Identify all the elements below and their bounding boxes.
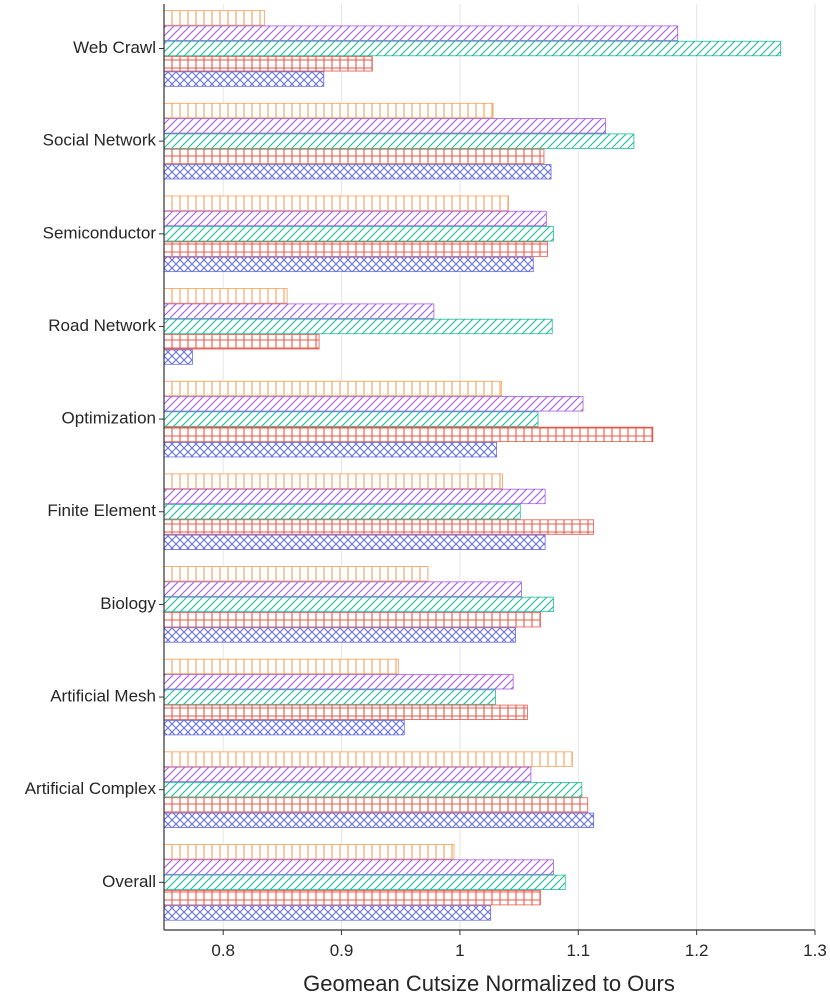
tick-labels: 0.8 0.9 1 1.1 1.2 1.3 bbox=[211, 941, 826, 960]
axes bbox=[159, 4, 816, 935]
x-tick-label: 1.2 bbox=[685, 941, 709, 960]
bar bbox=[163, 442, 498, 458]
bar bbox=[163, 318, 553, 335]
bar bbox=[163, 426, 654, 443]
category-label: Web Crawl bbox=[73, 38, 156, 57]
category-label: Road Network bbox=[48, 316, 156, 335]
category-label: Artificial Mesh bbox=[50, 687, 156, 706]
bar bbox=[163, 874, 566, 890]
bar bbox=[163, 627, 516, 643]
x-tick-label: 0.8 bbox=[211, 941, 235, 960]
bar bbox=[163, 195, 509, 211]
bar bbox=[163, 102, 494, 119]
bar bbox=[163, 226, 554, 242]
bar bbox=[163, 334, 320, 350]
x-tick-label: 0.9 bbox=[330, 941, 354, 960]
bar bbox=[163, 488, 546, 505]
bar bbox=[163, 504, 521, 520]
bar bbox=[163, 164, 552, 180]
x-axis-title: Geomean Cutsize Normalized to Ours bbox=[303, 971, 675, 996]
category-label: Social Network bbox=[43, 131, 157, 150]
bar bbox=[163, 674, 514, 690]
bar bbox=[163, 782, 583, 798]
x-tick-label: 1.3 bbox=[803, 941, 827, 960]
x-tick-label: 1.1 bbox=[566, 941, 590, 960]
bar bbox=[163, 566, 429, 582]
bar bbox=[163, 118, 606, 134]
category-label: Biology bbox=[100, 594, 156, 613]
bar bbox=[163, 148, 545, 165]
bar bbox=[163, 596, 554, 613]
bar bbox=[163, 411, 539, 427]
bar bbox=[163, 612, 541, 628]
bar bbox=[163, 133, 635, 149]
bar bbox=[163, 751, 573, 767]
bar bbox=[163, 349, 193, 365]
bar bbox=[163, 396, 584, 412]
category-label: Finite Element bbox=[47, 501, 156, 520]
bar bbox=[163, 581, 522, 597]
bar bbox=[163, 519, 595, 535]
bar bbox=[163, 720, 405, 736]
bar bbox=[163, 210, 547, 227]
bar bbox=[163, 10, 266, 26]
bar bbox=[163, 288, 288, 304]
category-label: Artificial Complex bbox=[25, 779, 157, 798]
bar bbox=[163, 890, 541, 906]
bar bbox=[163, 473, 503, 489]
category-label: Semiconductor bbox=[43, 223, 157, 242]
bar bbox=[163, 56, 373, 72]
bar bbox=[163, 40, 782, 57]
bars bbox=[163, 10, 782, 921]
bar bbox=[163, 658, 399, 675]
bar bbox=[163, 380, 502, 397]
category-label: Optimization bbox=[62, 409, 156, 428]
bar bbox=[163, 905, 492, 921]
bar bbox=[163, 71, 325, 87]
bar bbox=[163, 241, 548, 257]
category-labels: Web Crawl Social Network Semiconductor Road… bbox=[25, 38, 157, 891]
bar bbox=[163, 766, 532, 783]
bar bbox=[163, 303, 435, 319]
bar bbox=[163, 859, 554, 875]
bar bbox=[163, 256, 534, 273]
bar bbox=[163, 689, 496, 705]
bar bbox=[163, 25, 679, 41]
bar bbox=[163, 534, 546, 550]
category-label: Overall bbox=[102, 872, 156, 891]
bar bbox=[163, 844, 455, 860]
bar bbox=[163, 797, 589, 813]
bar bbox=[163, 704, 528, 720]
bar bbox=[163, 812, 595, 828]
x-tick-label: 1 bbox=[455, 941, 464, 960]
